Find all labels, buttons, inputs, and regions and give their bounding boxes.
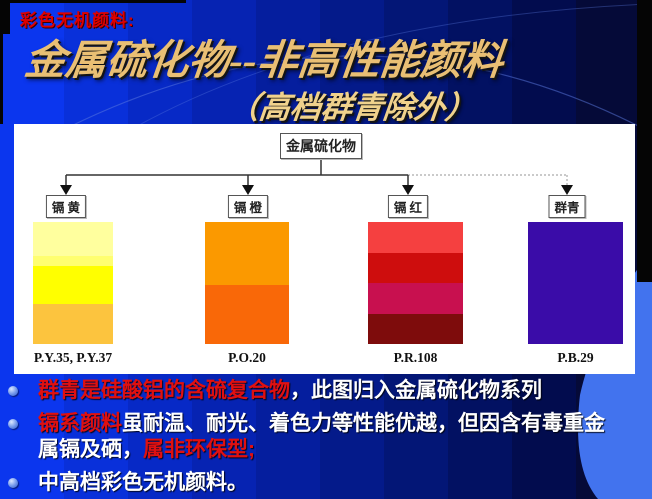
slide-subtitle: （高档群青除外）: [226, 90, 478, 125]
pigment-swatch-band: [368, 222, 463, 253]
diagram-node-box: 镉 红: [387, 195, 429, 218]
pigment-swatch: [528, 222, 623, 344]
slide-kicker: 彩色无机颜料:: [20, 11, 135, 30]
bullet-list: 群青是硅酸铝的含硫复合物，此图归入金属硫化物系列镉系颜料虽耐温、耐光、着色力等性…: [6, 378, 612, 499]
slide-title: 金属硫化物--非高性能颜料: [22, 37, 506, 83]
arrowhead-icon: [242, 185, 254, 195]
pigment-swatch-band: [368, 252, 463, 283]
diagram-panel: 金属硫化物 镉 黄 P.Y.35, P.Y.37 镉 橙 P.O.20 镉 红 P.R.1…: [14, 124, 635, 374]
right-edge-strip: [637, 0, 652, 282]
background-arc: [129, 3, 649, 131]
bullet-text-segment: 中高档彩色无机颜料。: [38, 471, 248, 494]
bullet-text-segment: 镉系颜料: [38, 412, 122, 435]
bullet-text-segment: 群青是硅酸铝的含硫复合物: [38, 379, 290, 402]
diagram-node-box: 群青: [548, 195, 586, 218]
pigment-swatch-band: [368, 313, 463, 344]
diagram-connectors: [60, 157, 573, 195]
left-edge-strip: [0, 0, 3, 124]
bullet-item: 群青是硅酸铝的含硫复合物，此图归入金属硫化物系列: [6, 378, 612, 404]
pigment-swatch-band: [33, 265, 113, 304]
pigment-code-label: P.B.29: [557, 350, 594, 365]
pigment-code-label: P.Y.35, P.Y.37: [33, 350, 113, 365]
arrowhead-icon: [60, 185, 72, 195]
bullet-icon: [8, 419, 18, 429]
pigment-swatch: [205, 222, 289, 344]
pigment-swatch-band: [33, 303, 113, 344]
bullet-text-segment: 属非环保型;: [143, 438, 255, 461]
bullet-item: 中高档彩色无机颜料。: [6, 470, 612, 496]
diagram-node-box: 镉 黄: [45, 195, 87, 218]
top-edge-strip: [0, 0, 186, 3]
diagram-node-box: 镉 橙: [227, 195, 269, 218]
pigment-swatch: [33, 222, 113, 344]
pigment-swatch-band: [205, 222, 289, 286]
bullet-icon: [8, 386, 18, 396]
bullet-item: 镉系颜料虽耐温、耐光、着色力等性能优越，但因含有毒重金属镉及硒，属非环保型;: [6, 411, 612, 463]
bullet-icon: [8, 478, 18, 488]
pigment-swatch-band: [368, 283, 463, 314]
diagram-root-node: 金属硫化物: [280, 133, 362, 159]
bullet-text-segment: 虽耐温、耐光、着色力等性能优越，但因含有毒重金属镉及硒，: [38, 412, 605, 461]
pigment-code-label: P.O.20: [228, 350, 266, 365]
pigment-swatch-band: [33, 256, 113, 266]
bullet-text-segment: ，此图归入金属硫化物系列: [290, 379, 542, 402]
pigment-swatch-band: [33, 222, 113, 257]
pigment-swatch-band: [205, 285, 289, 344]
pigment-swatch: [368, 222, 463, 344]
arrowhead-icon: [402, 185, 414, 195]
background-arc: [39, 55, 651, 143]
corner-artifact: [0, 0, 10, 34]
pigment-code-label: P.R.108: [393, 350, 438, 365]
arrowhead-icon: [561, 185, 573, 195]
pigment-swatch-band: [528, 222, 623, 344]
